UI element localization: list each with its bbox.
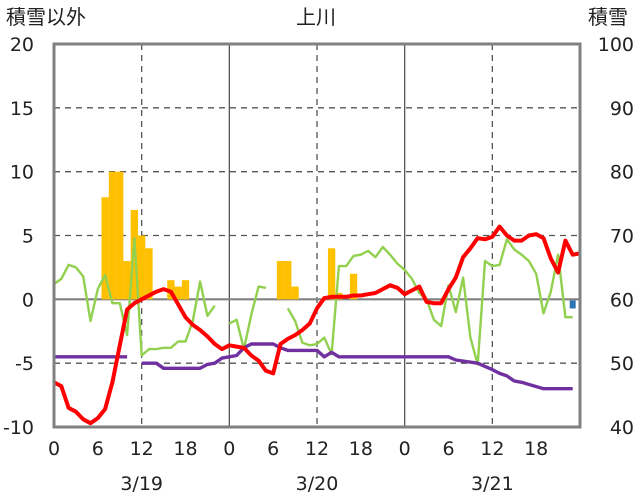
x-tick-label: 0 <box>48 438 60 460</box>
left-tick-label: -10 <box>3 417 34 439</box>
precip-bar <box>108 171 117 300</box>
precip-bar <box>276 261 285 300</box>
plot-frame <box>52 42 582 429</box>
right-tick-label: 40 <box>610 417 634 439</box>
wind-line <box>286 238 573 366</box>
precip-bar <box>174 286 182 300</box>
right-tick-label: 100 <box>598 34 634 56</box>
wind-line <box>53 236 216 357</box>
precip-bar <box>123 261 131 300</box>
precip-bar <box>138 235 146 300</box>
left-tick-label: -5 <box>15 353 34 375</box>
left-tick-label: 10 <box>10 162 34 184</box>
x-tick-label: 18 <box>173 438 197 460</box>
precip-bar <box>349 273 358 300</box>
x-tick-label: 18 <box>524 438 548 460</box>
left-tick-label: 0 <box>22 289 34 311</box>
right-tick-label: 80 <box>610 162 634 184</box>
date-label: 3/20 <box>296 473 339 495</box>
precip-bar <box>327 248 336 300</box>
left-tick-label: 15 <box>10 98 34 120</box>
x-tick-label: 6 <box>92 438 104 460</box>
precip-bar <box>145 248 153 300</box>
chart-title: 上川 <box>296 5 336 29</box>
series-lines <box>53 224 581 426</box>
x-tick-label: 12 <box>130 438 154 460</box>
x-tick-label: 6 <box>442 438 454 460</box>
x-tick-label: 6 <box>267 438 279 460</box>
precip-bar <box>291 286 299 300</box>
right-axis-label: 積雪 <box>588 5 628 29</box>
marker-point <box>569 300 576 309</box>
left-tick-label: 20 <box>10 34 34 56</box>
left-tick-label: 5 <box>22 226 34 248</box>
x-tick-label: 0 <box>223 438 235 460</box>
snow-depth-line <box>141 342 573 391</box>
date-label: 3/21 <box>471 473 514 495</box>
left-axis-label: 積雪以外 <box>6 5 86 29</box>
x-tick-label: 12 <box>305 438 329 460</box>
precip-bar <box>101 197 109 300</box>
x-tick-label: 18 <box>349 438 373 460</box>
right-tick-label: 50 <box>610 353 634 375</box>
right-tick-label: 60 <box>610 289 634 311</box>
date-label: 3/19 <box>120 473 163 495</box>
x-tick-label: 12 <box>480 438 504 460</box>
precip-bar <box>181 280 190 300</box>
right-tick-label: 70 <box>610 226 634 248</box>
wind-line <box>228 285 267 351</box>
temperature-line <box>53 224 581 426</box>
precip-bar <box>284 261 292 300</box>
right-tick-label: 90 <box>610 98 634 120</box>
precip-bar <box>116 171 124 300</box>
x-tick-label: 0 <box>399 438 411 460</box>
